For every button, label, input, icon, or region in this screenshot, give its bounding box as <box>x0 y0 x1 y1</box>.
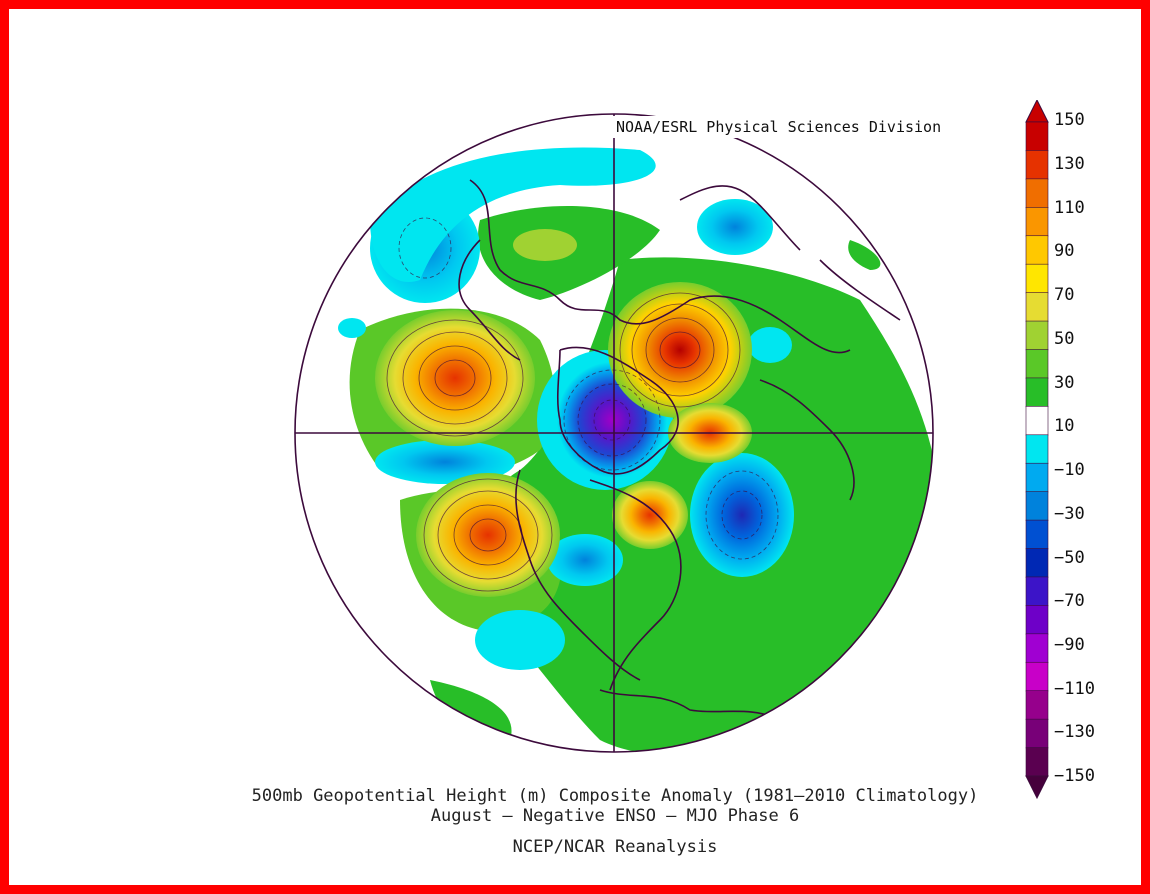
colorbar-label-neg10: −10 <box>1054 460 1085 480</box>
colorbar-label-neg30: −30 <box>1054 504 1085 524</box>
green-region-ne <box>848 240 881 270</box>
colorbar-swatch <box>1025 633 1049 664</box>
caption-source: NCEP/NCAR Reanalysis <box>512 837 718 857</box>
colorbar <box>1025 100 1049 800</box>
globe-outline <box>294 113 934 753</box>
colorbar-swatch <box>1025 377 1049 408</box>
colorbar-label-neg150: −150 <box>1054 766 1095 786</box>
colorbar-swatch <box>1025 406 1049 436</box>
neg-anomaly-ne-small <box>697 199 773 255</box>
neg-anomaly-w-small <box>338 318 366 338</box>
colorbar-label-150: 150 <box>1054 110 1085 130</box>
colorbar-swatch <box>1025 235 1049 265</box>
neg-anomaly-southeast <box>690 453 794 577</box>
pos-anomaly-north <box>513 229 577 261</box>
colorbar-swatch <box>1025 576 1049 607</box>
colorbar-swatch <box>1025 150 1049 180</box>
credit-label: NOAA/ESRL Physical Sciences Division <box>592 116 942 138</box>
colorbar-arrow-bottom <box>1025 775 1049 800</box>
colorbar-label-neg90: −90 <box>1054 635 1085 655</box>
colorbar-label-110: 110 <box>1054 198 1085 218</box>
caption-title: 500mb Geopotential Height (m) Composite … <box>251 786 979 806</box>
colorbar-label-30: 30 <box>1054 373 1075 393</box>
neg-anomaly-east-small <box>748 327 792 363</box>
colorbar-swatch <box>1025 548 1049 578</box>
colorbar-label-neg110: −110 <box>1054 679 1095 699</box>
colorbar-label-neg70: −70 <box>1054 591 1085 611</box>
colorbar-label-90: 90 <box>1054 241 1075 261</box>
colorbar-label-10: 10 <box>1054 416 1075 436</box>
green-region-south <box>430 680 512 740</box>
colorbar-swatch <box>1025 320 1049 351</box>
colorbar-swatch <box>1025 718 1049 749</box>
colorbar-swatch <box>1025 690 1049 720</box>
coastlines <box>458 179 901 721</box>
colorbar-label-50: 50 <box>1054 329 1075 349</box>
pos-anomaly-northeast <box>608 282 752 418</box>
colorbar-swatch <box>1025 349 1049 379</box>
contour-lines <box>386 217 779 592</box>
colorbar-swatch <box>1025 491 1049 521</box>
pos-anomaly-south <box>612 481 688 549</box>
colorbar-swatch <box>1025 434 1049 465</box>
caption-subtitle: August – Negative ENSO – MJO Phase 6 <box>430 806 800 826</box>
colorbar-label-130: 130 <box>1054 154 1085 174</box>
colorbar-swatch <box>1025 605 1049 635</box>
neg-band-north <box>370 147 656 282</box>
colorbar-swatch <box>1025 263 1049 294</box>
neg-anomaly-south <box>475 610 565 670</box>
colorbar-swatch <box>1025 207 1049 237</box>
colorbar-swatch <box>1025 747 1049 777</box>
colorbar-swatch <box>1025 661 1049 692</box>
colorbar-label-neg50: −50 <box>1054 548 1085 568</box>
colorbar-swatch <box>1025 519 1049 550</box>
colorbar-label-neg130: −130 <box>1054 722 1095 742</box>
colorbar-swatch <box>1025 121 1049 152</box>
neg-anomaly-west <box>375 440 515 484</box>
neg-anomaly-southwest <box>547 534 623 586</box>
colorbar-swatch <box>1025 292 1049 322</box>
colorbar-swatch <box>1025 178 1049 209</box>
colorbar-swatch <box>1025 462 1049 493</box>
pos-anomaly-west <box>375 310 535 446</box>
colorbar-arrow-top <box>1025 100 1049 123</box>
colorbar-label-70: 70 <box>1054 285 1075 305</box>
